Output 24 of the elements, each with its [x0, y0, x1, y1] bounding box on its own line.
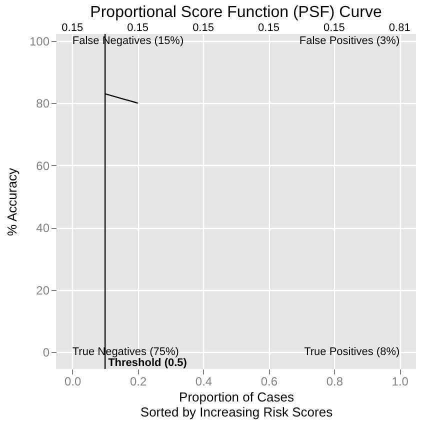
y-tick-label: 100 [29, 34, 50, 48]
x-tick-label: 0.8 [326, 374, 344, 388]
x-tick-label: 0.4 [195, 374, 212, 388]
y-axis-title: % Accuracy [4, 168, 20, 236]
y-tick-label: 40 [36, 221, 50, 236]
text: 0.15 [323, 22, 345, 34]
y-tick-label: 60 [36, 158, 50, 173]
x-tick-label: 0.6 [260, 374, 278, 388]
ref-line-label: Threshold (0.5) [108, 357, 188, 369]
y-tick-label: 80 [36, 96, 50, 111]
y-tick-label: 0 [42, 346, 50, 360]
x-tick-label: 0.0 [64, 374, 82, 388]
annotation: True Positives (8%) [304, 346, 400, 358]
x-axis-title: Proportion of Cases Sorted by Increasing Risk Scores [140, 390, 334, 420]
text: 0.81 [388, 22, 410, 34]
text: 0.15 [127, 22, 149, 34]
text: 0.15 [192, 22, 214, 34]
x-tick-label: 1.0 [392, 374, 409, 388]
y-tick-label: 20 [36, 283, 50, 298]
text: 0.15 [258, 22, 280, 34]
text: 0.15 [62, 22, 84, 34]
annotation: False Positives (3%) [299, 34, 400, 47]
chart-title: Proportional Score Function (PSF) Curve [90, 4, 382, 21]
x-tick-label: 0.2 [130, 374, 147, 388]
